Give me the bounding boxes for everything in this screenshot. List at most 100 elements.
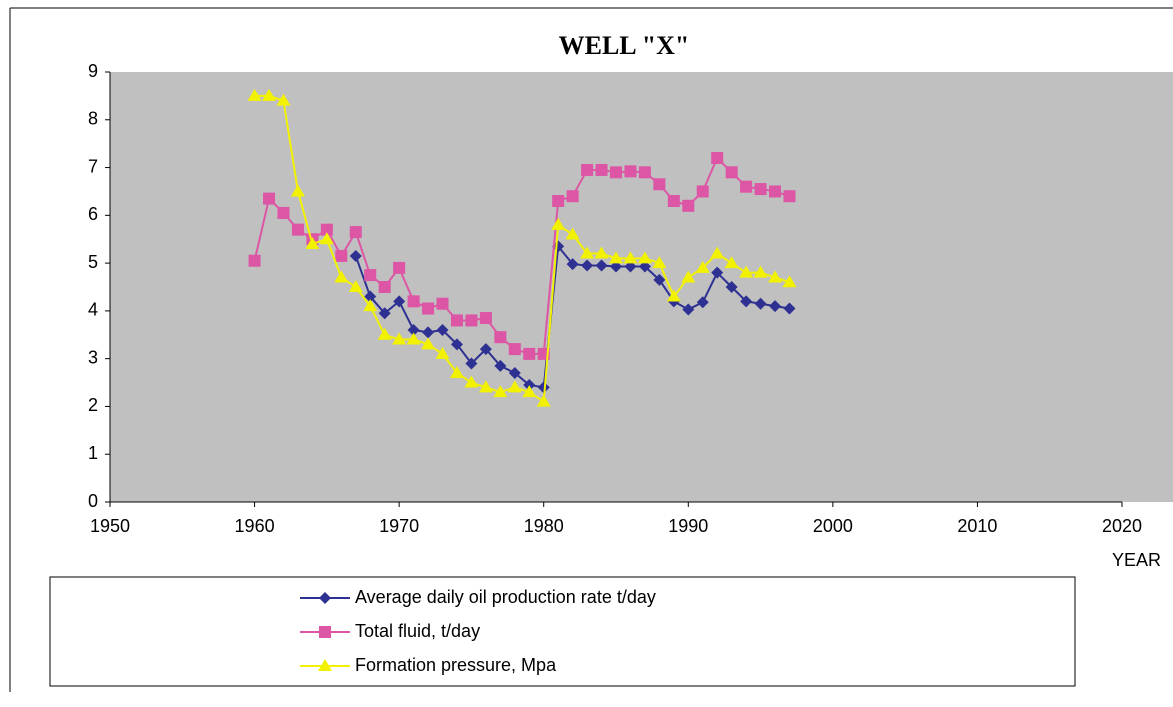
x-tick-label: 2000 [813,516,853,536]
marker-triangle [262,88,277,101]
marker-triangle [247,88,262,101]
marker-triangle [449,366,464,378]
y-tick-label: 0 [88,491,98,511]
marker-triangle [318,659,332,671]
marker-triangle [594,246,609,259]
marker-square [450,314,463,327]
marker-triangle [348,280,363,292]
marker-square [291,223,304,236]
marker-square [248,254,261,267]
marker-triangle [305,237,320,249]
marker-triangle [507,380,522,393]
marker-square [581,163,594,176]
marker-diamond [581,259,594,272]
marker-square [566,190,579,203]
marker-triangle [623,251,638,264]
x-tick-label: 1970 [379,516,419,536]
marker-square [552,195,565,207]
marker-square [465,314,478,327]
x-tick-label: 2010 [957,516,997,536]
marker-triangle [464,375,479,388]
marker-diamond [682,303,695,316]
marker-square [364,269,377,282]
marker-diamond [393,295,406,308]
marker-triangle [681,270,696,283]
marker-diamond [696,296,709,309]
marker-triangle [522,385,537,398]
marker-triangle [290,184,305,197]
marker-triangle [666,289,681,302]
marker-diamond [653,273,666,286]
marker-diamond [638,260,651,273]
marker-square [422,302,435,315]
marker-diamond [523,378,536,391]
marker-square [682,199,695,212]
marker-square [624,165,637,178]
marker-triangle [493,385,508,398]
marker-triangle [580,246,595,259]
marker-square [320,223,333,236]
marker-square [610,166,622,179]
marker-square [696,185,709,198]
plot-area [110,72,1173,502]
marker-square [393,261,406,274]
marker-triangle [421,337,436,350]
legend-box [49,576,1076,687]
marker-triangle [363,299,378,312]
marker-triangle [753,265,768,278]
marker-diamond [407,324,420,336]
marker-triangle [739,265,754,278]
marker-triangle [695,260,710,273]
x-tick-label: 2020 [1102,516,1142,536]
marker-square [508,343,521,356]
marker-square [740,180,753,193]
legend-label: Average daily oil production rate t/day [355,587,656,607]
marker-triangle [536,394,551,407]
marker-square [523,347,536,360]
marker-triangle [551,217,566,230]
marker-diamond [537,381,550,394]
marker-square [653,178,666,191]
marker-diamond [595,259,608,272]
marker-square [725,166,738,179]
marker-square [378,281,391,293]
marker-triangle [565,227,580,240]
marker-square [595,163,608,176]
marker-triangle [276,93,291,106]
marker-triangle [724,256,739,269]
y-tick-label: 9 [88,61,98,81]
marker-triangle [652,256,667,269]
marker-diamond [479,343,492,356]
marker-diamond [566,258,579,271]
x-tick-label: 1980 [524,516,564,536]
x-axis-label: YEAR [1112,550,1161,570]
marker-diamond [349,249,362,262]
marker-diamond [436,324,449,336]
marker-square [769,185,782,198]
marker-square [479,312,492,325]
marker-diamond [711,266,724,279]
marker-square [783,190,796,203]
marker-triangle [334,270,349,283]
legend-label: Total fluid, t/day [355,621,480,641]
y-tick-label: 8 [88,109,98,129]
marker-diamond [783,302,796,315]
y-tick-label: 4 [88,300,98,320]
marker-square [754,183,767,196]
marker-diamond [319,592,331,604]
marker-diamond [364,290,377,303]
marker-diamond [378,307,391,320]
marker-triangle [609,251,623,264]
marker-diamond [754,297,767,310]
marker-square [638,166,651,179]
marker-square [349,226,362,239]
y-tick-label: 2 [88,395,98,415]
marker-triangle [637,251,652,264]
y-tick-label: 5 [88,252,98,272]
marker-triangle [768,270,783,283]
marker-diamond [610,260,622,273]
marker-square [494,331,507,344]
y-tick-label: 7 [88,156,98,176]
marker-square [263,192,276,205]
marker-diamond [740,295,753,308]
